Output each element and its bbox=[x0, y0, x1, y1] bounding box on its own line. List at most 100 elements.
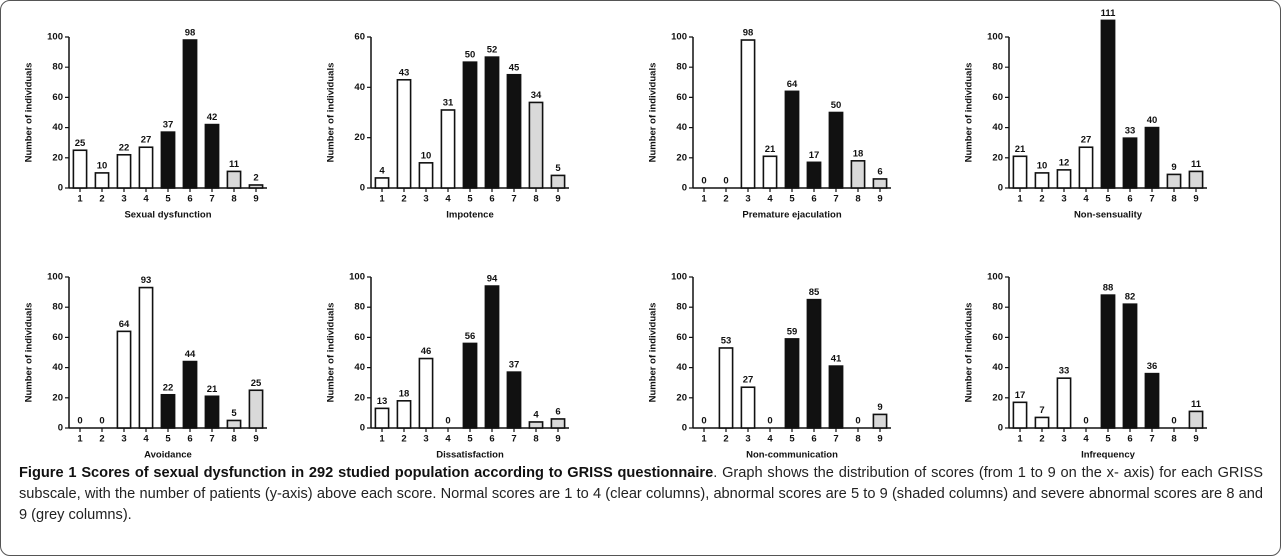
bar bbox=[806, 298, 822, 429]
y-tick-label: 60 bbox=[992, 332, 1003, 343]
x-tick-label: 7 bbox=[511, 194, 516, 205]
x-tick-label: 1 bbox=[77, 194, 83, 205]
y-tick-label: 0 bbox=[58, 423, 63, 434]
bar bbox=[396, 78, 412, 189]
bar bbox=[550, 418, 566, 429]
bar bbox=[762, 155, 778, 189]
bar bbox=[828, 365, 844, 429]
y-tick-label: 40 bbox=[52, 362, 63, 373]
value-label: 7 bbox=[1039, 405, 1044, 416]
bar bbox=[1056, 169, 1072, 189]
bar bbox=[462, 342, 478, 429]
value-label: 98 bbox=[743, 28, 754, 39]
x-tick-label: 9 bbox=[1193, 194, 1198, 205]
value-label: 52 bbox=[487, 45, 498, 56]
x-tick-label: 6 bbox=[811, 434, 816, 445]
x-tick-label: 7 bbox=[511, 434, 516, 445]
x-tick-label: 8 bbox=[1171, 434, 1176, 445]
value-label: 22 bbox=[163, 382, 174, 393]
x-axis-label: Dissatisfaction bbox=[436, 450, 504, 459]
bar bbox=[1144, 372, 1160, 429]
value-label: 33 bbox=[1125, 126, 1136, 137]
x-tick-label: 7 bbox=[833, 434, 838, 445]
bar bbox=[784, 90, 800, 189]
bar bbox=[484, 285, 500, 429]
y-tick-label: 0 bbox=[998, 183, 1003, 194]
y-tick-label: 0 bbox=[360, 183, 365, 194]
x-tick-label: 3 bbox=[121, 434, 126, 445]
bar bbox=[248, 184, 264, 189]
value-label: 111 bbox=[1101, 8, 1117, 19]
x-tick-label: 9 bbox=[555, 194, 560, 205]
value-label: 18 bbox=[399, 388, 410, 399]
y-tick-label: 80 bbox=[676, 302, 687, 313]
x-tick-label: 2 bbox=[401, 194, 406, 205]
x-tick-label: 2 bbox=[99, 434, 104, 445]
bar bbox=[872, 413, 888, 429]
value-label: 50 bbox=[831, 100, 842, 111]
bar bbox=[740, 39, 756, 189]
bar bbox=[1078, 146, 1094, 189]
bar bbox=[806, 161, 822, 189]
y-tick-label: 100 bbox=[671, 32, 687, 43]
value-label: 0 bbox=[77, 416, 82, 427]
y-tick-label: 40 bbox=[676, 122, 687, 133]
x-tick-label: 3 bbox=[745, 194, 750, 205]
y-tick-label: 80 bbox=[52, 62, 63, 73]
value-label: 31 bbox=[443, 97, 454, 108]
x-tick-label: 2 bbox=[723, 434, 728, 445]
bar bbox=[226, 419, 242, 429]
y-tick-label: 80 bbox=[52, 302, 63, 313]
value-label: 13 bbox=[377, 396, 388, 407]
value-label: 0 bbox=[445, 416, 450, 427]
x-axis-label: Non-sensuality bbox=[1074, 210, 1143, 221]
value-label: 6 bbox=[555, 406, 560, 417]
value-label: 10 bbox=[1037, 160, 1048, 171]
x-tick-label: 4 bbox=[767, 194, 773, 205]
value-label: 27 bbox=[743, 375, 754, 386]
bar bbox=[1056, 377, 1072, 429]
x-axis-label: Non-communication bbox=[746, 450, 838, 459]
y-tick-label: 20 bbox=[992, 392, 1003, 403]
value-label: 50 bbox=[465, 50, 476, 61]
x-tick-label: 1 bbox=[701, 434, 707, 445]
x-tick-label: 2 bbox=[1039, 434, 1044, 445]
y-axis-label: Number of individuals bbox=[326, 303, 337, 403]
x-tick-label: 4 bbox=[445, 434, 451, 445]
value-label: 0 bbox=[855, 416, 860, 427]
x-tick-label: 3 bbox=[1061, 434, 1066, 445]
value-label: 36 bbox=[1147, 361, 1158, 372]
y-tick-label: 80 bbox=[354, 302, 365, 313]
bar bbox=[1012, 401, 1028, 429]
bar bbox=[440, 109, 456, 189]
value-label: 6 bbox=[877, 166, 882, 177]
x-tick-label: 1 bbox=[379, 434, 385, 445]
y-tick-label: 40 bbox=[354, 362, 365, 373]
bar bbox=[116, 153, 132, 189]
bar bbox=[138, 146, 154, 189]
x-tick-label: 4 bbox=[143, 434, 149, 445]
x-tick-label: 5 bbox=[789, 434, 795, 445]
bar bbox=[1188, 410, 1204, 429]
y-tick-label: 80 bbox=[992, 302, 1003, 313]
y-tick-label: 0 bbox=[682, 183, 687, 194]
value-label: 0 bbox=[99, 416, 104, 427]
x-tick-label: 8 bbox=[1171, 194, 1176, 205]
value-label: 37 bbox=[509, 360, 520, 371]
y-tick-label: 20 bbox=[52, 392, 63, 403]
y-tick-label: 0 bbox=[360, 423, 365, 434]
y-tick-label: 100 bbox=[47, 272, 63, 283]
bar bbox=[138, 286, 154, 429]
y-tick-label: 100 bbox=[671, 272, 687, 283]
value-label: 0 bbox=[723, 176, 728, 187]
value-label: 0 bbox=[767, 416, 772, 427]
value-label: 4 bbox=[379, 165, 385, 176]
y-axis-label: Number of individuals bbox=[24, 303, 35, 403]
bar bbox=[718, 347, 734, 429]
value-label: 17 bbox=[809, 150, 820, 161]
value-label: 0 bbox=[701, 416, 706, 427]
value-label: 33 bbox=[1059, 366, 1070, 377]
x-tick-label: 4 bbox=[143, 194, 149, 205]
x-tick-label: 5 bbox=[165, 194, 171, 205]
y-tick-label: 40 bbox=[992, 362, 1003, 373]
